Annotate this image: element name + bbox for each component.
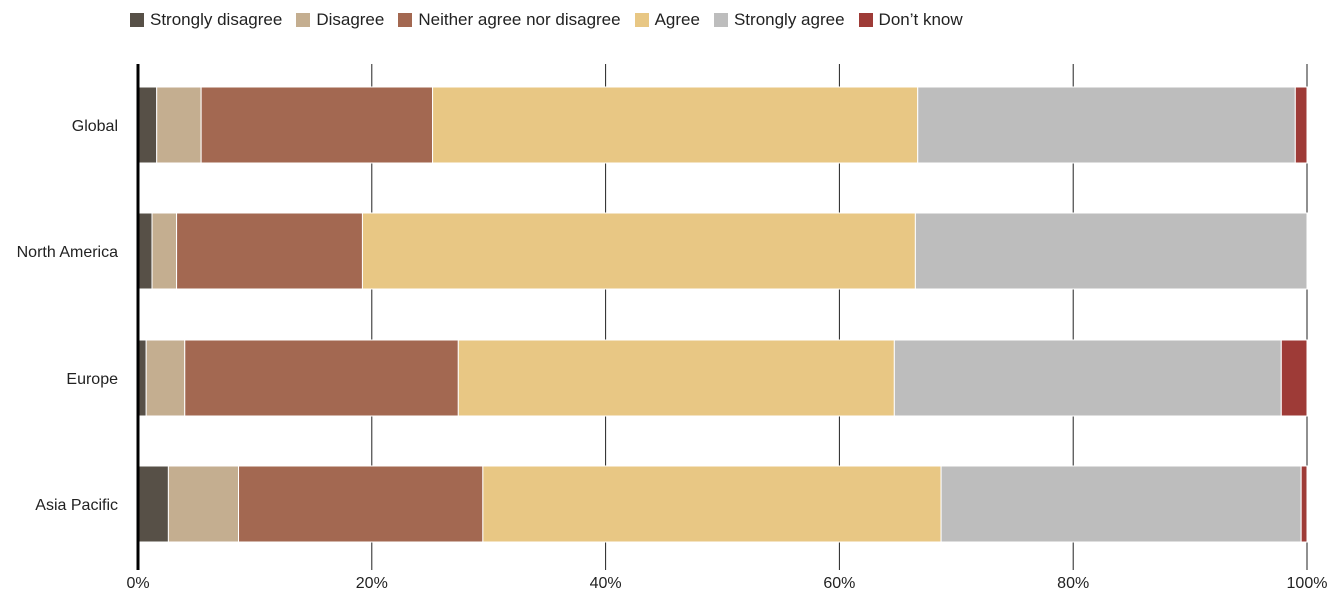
legend-item: Neither agree nor disagree	[398, 10, 621, 30]
bar-segment	[184, 339, 459, 417]
bar-segment	[176, 212, 363, 290]
bar-segment	[482, 465, 942, 543]
bar-segment	[156, 86, 202, 164]
legend-label: Disagree	[316, 10, 385, 29]
bar-segment	[893, 339, 1282, 417]
legend-label: Neither agree nor disagree	[418, 10, 621, 29]
bar-segment	[457, 339, 895, 417]
bar-segment	[151, 212, 178, 290]
category-label: North America	[17, 244, 118, 261]
bar-segment	[137, 465, 169, 543]
legend-label: Agree	[654, 10, 700, 29]
category-label: Global	[72, 118, 118, 135]
legend-item: Strongly agree	[713, 10, 845, 30]
legend-label: Don’t know	[878, 10, 963, 29]
bar-segment	[1300, 465, 1308, 543]
legend-item: Strongly disagree	[130, 10, 282, 30]
legend-label: Strongly agree	[733, 10, 845, 29]
bar-segment	[432, 86, 919, 164]
legend-swatch	[634, 13, 649, 27]
legend-swatch	[296, 13, 311, 27]
bar-segment	[1294, 86, 1308, 164]
legend-item: Disagree	[296, 10, 384, 30]
legend-swatch	[713, 13, 728, 27]
bar-segment	[137, 212, 153, 290]
x-tick-label: 80%	[1057, 575, 1089, 591]
bar-segment	[914, 212, 1308, 290]
legend-swatch	[398, 13, 413, 27]
x-tick-label: 40%	[590, 575, 622, 591]
bar-segment	[238, 465, 484, 543]
x-tick-label: 60%	[823, 575, 855, 591]
bar-segment	[167, 465, 240, 543]
bar-segment	[200, 86, 434, 164]
legend-swatch	[858, 13, 873, 27]
bar-segment	[940, 465, 1302, 543]
bar-segment	[145, 339, 186, 417]
bar-segment	[917, 86, 1296, 164]
legend-item: Don’t know	[858, 10, 963, 30]
x-tick-label: 0%	[126, 575, 149, 591]
legend: Strongly disagree Disagree Neither agree n…	[130, 10, 963, 30]
legend-item: Agree	[634, 10, 700, 30]
x-tick-label: 20%	[356, 575, 388, 591]
bar-segment	[1280, 339, 1308, 417]
category-label: Europe	[66, 371, 118, 388]
legend-swatch	[130, 13, 144, 27]
category-label: Asia Pacific	[35, 497, 118, 514]
x-tick-label: 100%	[1287, 575, 1328, 591]
legend-label: Strongly disagree	[150, 10, 283, 29]
bar-segment	[137, 86, 158, 164]
bar-segment	[361, 212, 916, 290]
